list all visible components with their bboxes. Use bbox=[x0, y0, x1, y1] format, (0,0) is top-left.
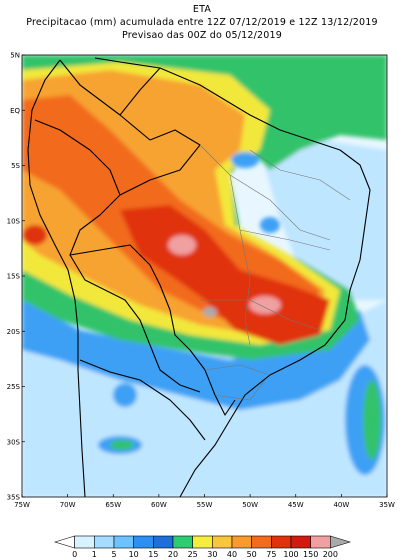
argentina-border bbox=[79, 359, 206, 441]
latitude-ticks: 5N EQ 5S 10S 15S 20S 25S 30S 35S bbox=[7, 52, 25, 502]
south-america-coastline bbox=[94, 57, 371, 497]
colorbar-label: 0 bbox=[72, 550, 77, 559]
colorbar-label: 25 bbox=[188, 550, 198, 559]
west-coastline bbox=[27, 59, 86, 497]
precip-patch-green bbox=[110, 440, 134, 450]
lon-tick-label: 70W bbox=[60, 501, 76, 509]
peru-border bbox=[34, 119, 121, 196]
colorbar-label: 1 bbox=[92, 550, 97, 559]
longitude-ticks: 75W 70W 65W 60W 55W 50W 45W 40W 35W bbox=[14, 494, 395, 509]
colorbar-swatch bbox=[133, 535, 154, 549]
lat-tick-label: EQ bbox=[10, 107, 20, 115]
colorbar-swatch bbox=[113, 535, 134, 549]
precip-area-blue bbox=[22, 300, 370, 410]
precip-patch-blue bbox=[113, 383, 137, 407]
precip-area-light-blue-north bbox=[260, 140, 387, 300]
colorbar-swatch bbox=[53, 535, 75, 549]
precip-patch-green bbox=[363, 380, 381, 460]
lon-tick-label: 65W bbox=[105, 501, 121, 509]
colorbar-label: 20 bbox=[168, 550, 178, 559]
colorbar: 0 1 5 10 15 20 25 30 40 50 75 100 150 200 bbox=[53, 535, 352, 559]
colorbar-swatch bbox=[231, 535, 252, 549]
lat-tick-label: 5S bbox=[11, 162, 20, 170]
colorbar-swatch bbox=[310, 535, 331, 549]
colorbar-swatch bbox=[192, 535, 213, 549]
lat-tick-label: 5N bbox=[10, 52, 20, 60]
lon-tick-label: 50W bbox=[242, 501, 258, 509]
bolivia-paraguay-border bbox=[69, 254, 201, 393]
precip-patch-orange bbox=[23, 225, 47, 245]
colorbar-swatch bbox=[94, 535, 115, 549]
lon-tick-label: 35W bbox=[379, 501, 395, 509]
precip-patch-blue bbox=[260, 217, 280, 233]
brazil-border bbox=[69, 129, 236, 416]
precip-area-gray bbox=[203, 307, 217, 317]
colorbar-swatch bbox=[330, 535, 352, 549]
venezuela-colombia-border bbox=[59, 59, 161, 141]
lat-tick-label: 10S bbox=[7, 217, 21, 225]
precipitation-map: 5N EQ 5S 10S 15S 20S 25S 30S 35S 75W 70W 65W 60W 55W… bbox=[7, 52, 395, 510]
colorbar-label: 75 bbox=[266, 550, 276, 559]
precip-patch-blue bbox=[231, 152, 259, 168]
colorbar-swatch bbox=[172, 535, 193, 549]
lon-tick-label: 75W bbox=[14, 501, 30, 509]
lat-tick-label: 30S bbox=[7, 438, 21, 446]
lat-tick-label: 20S bbox=[7, 328, 21, 336]
colorbar-label: 15 bbox=[148, 550, 158, 559]
colorbar-label: 50 bbox=[247, 550, 257, 559]
state-borders bbox=[199, 144, 351, 401]
colorbar-label: 10 bbox=[129, 550, 139, 559]
colorbar-swatch bbox=[74, 535, 95, 549]
colorbar-label: 40 bbox=[227, 550, 237, 559]
lon-tick-label: 45W bbox=[288, 501, 304, 509]
lon-tick-label: 55W bbox=[197, 501, 213, 509]
colorbar-label: 5 bbox=[111, 550, 116, 559]
colorbar-label: 100 bbox=[283, 550, 298, 559]
colorbar-label: 200 bbox=[323, 550, 338, 559]
colorbar-swatch bbox=[212, 535, 233, 549]
colorbar-label: 150 bbox=[303, 550, 318, 559]
precip-area-pink bbox=[168, 235, 196, 255]
colorbar-swatch bbox=[251, 535, 272, 549]
colorbar-label: 30 bbox=[207, 550, 217, 559]
map-subtitle: Previsao das 00Z do 05/12/2019 bbox=[121, 30, 283, 41]
lat-tick-label: 25S bbox=[7, 383, 21, 391]
lat-tick-label: 35S bbox=[7, 494, 21, 502]
colorbar-swatch bbox=[271, 535, 292, 549]
lat-tick-label: 15S bbox=[7, 273, 21, 281]
lon-tick-label: 40W bbox=[333, 501, 349, 509]
model-title: ETA bbox=[192, 4, 212, 15]
precip-area-pink bbox=[249, 296, 281, 314]
lon-tick-label: 60W bbox=[151, 501, 167, 509]
colorbar-swatch bbox=[290, 535, 311, 549]
map-title: Precipitacao (mm) acumulada entre 12Z 07… bbox=[26, 17, 378, 28]
colorbar-swatch bbox=[153, 535, 174, 549]
